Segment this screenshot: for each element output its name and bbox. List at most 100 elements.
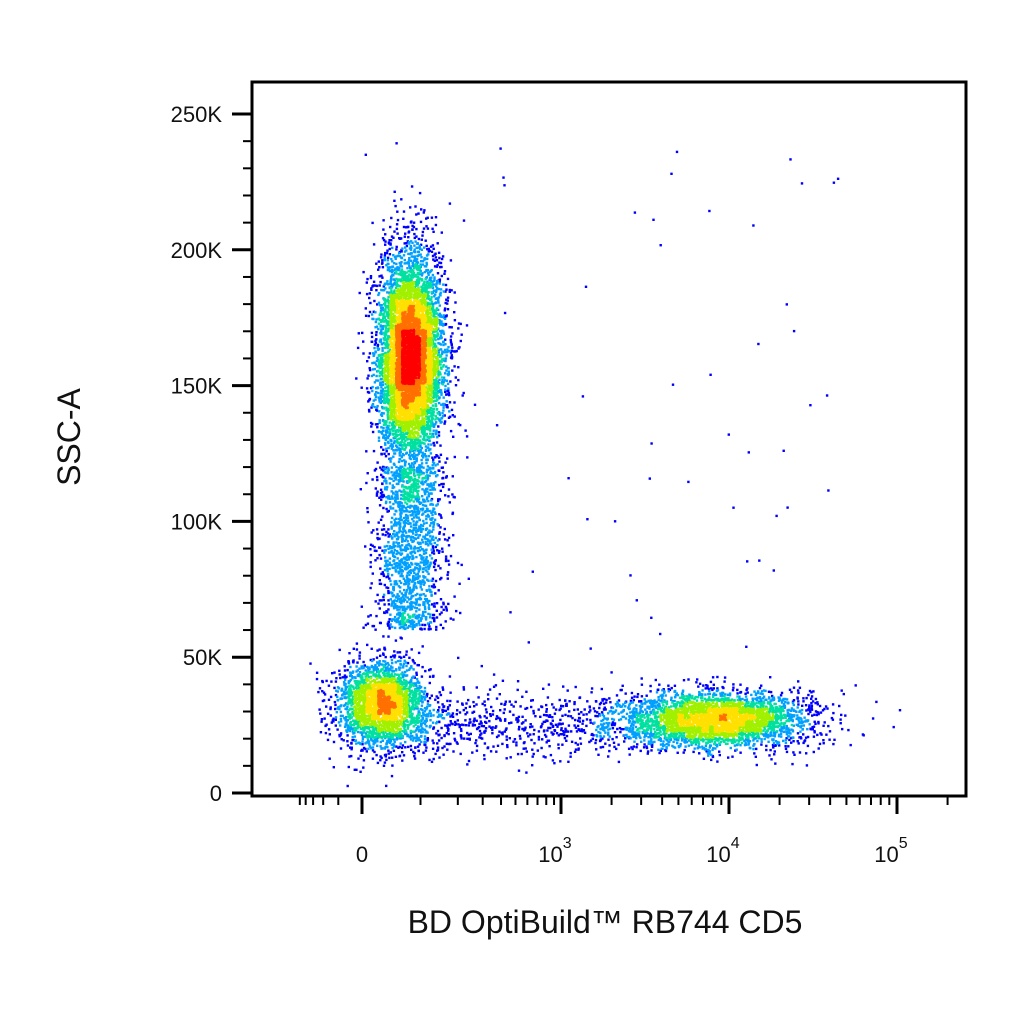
event-point — [350, 754, 353, 758]
event-point — [396, 534, 399, 537]
event-point — [439, 363, 442, 366]
event-point — [483, 730, 486, 733]
event-point — [414, 723, 417, 727]
event-point — [417, 720, 420, 723]
event-point — [408, 530, 411, 533]
event-point — [410, 595, 413, 598]
event-point — [420, 530, 423, 533]
event-point — [380, 395, 383, 398]
event-point — [414, 537, 417, 540]
event-point — [400, 592, 403, 595]
event-point — [530, 699, 533, 702]
event-point — [407, 252, 410, 256]
event-point — [402, 627, 405, 630]
event-point — [690, 743, 693, 747]
event-point — [624, 701, 627, 704]
event-point — [386, 624, 390, 627]
event-point — [813, 713, 816, 716]
event-point — [428, 704, 432, 707]
event-point — [439, 261, 443, 265]
event-point — [430, 590, 433, 594]
event-point — [394, 619, 398, 622]
event-point — [383, 298, 386, 301]
event-point — [779, 732, 783, 736]
event-point — [800, 724, 803, 728]
event-point — [541, 738, 544, 741]
event-point — [390, 743, 393, 746]
event-point — [746, 560, 749, 563]
event-point — [736, 692, 739, 695]
event-point — [403, 579, 407, 583]
event-point — [635, 599, 638, 602]
event-point — [414, 526, 418, 530]
event-point — [412, 730, 415, 733]
event-point — [454, 723, 457, 726]
event-point — [769, 700, 772, 703]
event-point — [356, 346, 360, 350]
event-point — [335, 711, 338, 714]
event-point — [346, 734, 349, 737]
event-point — [377, 430, 381, 433]
event-point — [546, 696, 550, 699]
event-point — [409, 569, 413, 572]
event-point — [386, 259, 389, 262]
event-point — [404, 624, 407, 627]
event-point — [421, 700, 424, 703]
event-point — [437, 589, 440, 592]
event-point — [599, 734, 602, 737]
event-point — [410, 602, 413, 605]
event-point — [397, 460, 401, 464]
event-point — [611, 722, 614, 725]
event-point — [780, 701, 784, 704]
event-point — [604, 726, 608, 729]
event-point — [430, 542, 433, 546]
event-point — [386, 249, 389, 252]
event-point — [422, 227, 426, 230]
event-point — [424, 504, 428, 507]
event-point — [408, 529, 411, 532]
event-point — [450, 356, 454, 359]
event-point — [545, 710, 548, 713]
event-point — [415, 507, 418, 511]
event-point — [361, 737, 365, 741]
event-point — [446, 706, 450, 709]
event-point — [712, 687, 715, 690]
event-point — [376, 423, 379, 426]
event-point — [415, 599, 418, 602]
event-point — [558, 708, 561, 712]
event-point — [389, 282, 392, 286]
event-point — [411, 605, 414, 608]
event-point — [434, 536, 437, 540]
event-point — [480, 732, 483, 735]
event-point — [333, 686, 336, 690]
event-point — [418, 501, 421, 504]
event-point — [332, 740, 336, 744]
event-point — [466, 763, 469, 766]
event-point — [635, 710, 638, 713]
event-point — [426, 513, 430, 516]
event-point — [428, 271, 431, 274]
event-point — [393, 441, 396, 444]
event-point — [423, 246, 426, 249]
event-point — [401, 493, 405, 496]
event-point — [383, 583, 386, 587]
event-point — [430, 497, 434, 501]
event-point — [365, 387, 369, 390]
event-point — [418, 518, 421, 522]
event-point — [407, 624, 411, 628]
event-point — [419, 583, 422, 586]
event-point — [438, 256, 441, 260]
event-point — [397, 542, 400, 545]
event-point — [653, 700, 656, 703]
event-point — [650, 702, 653, 706]
event-point — [416, 250, 420, 254]
event-point — [594, 738, 598, 742]
event-point — [655, 706, 658, 709]
event-point — [395, 248, 398, 251]
event-point — [648, 700, 651, 703]
event-point — [372, 624, 376, 628]
event-point — [394, 639, 398, 642]
event-point — [808, 689, 812, 693]
event-point — [497, 734, 500, 737]
event-point — [428, 286, 431, 289]
